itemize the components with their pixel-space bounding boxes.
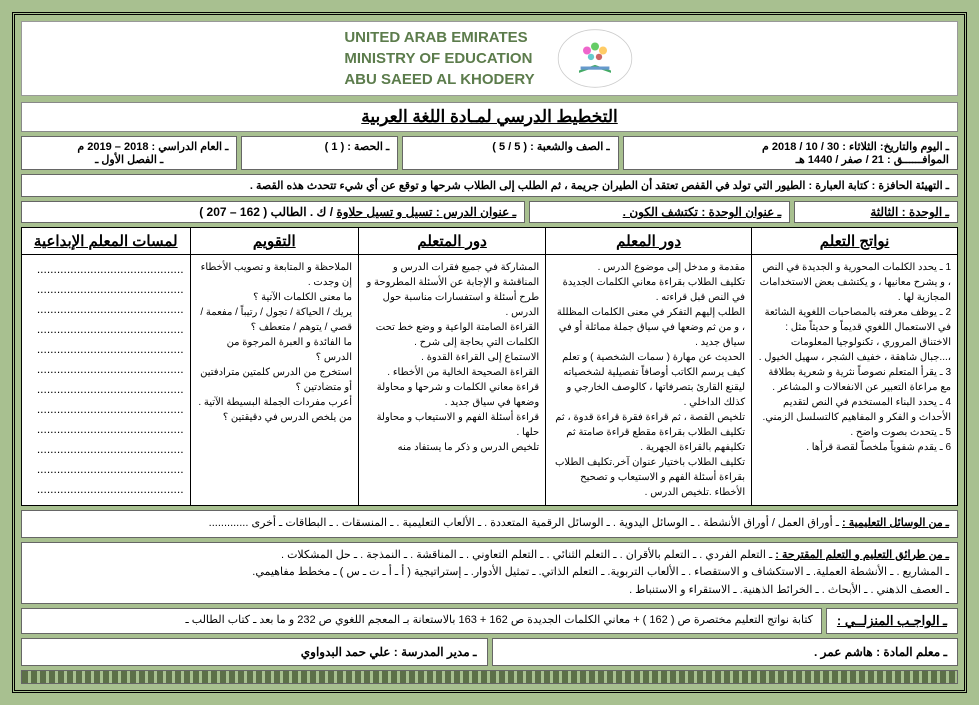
methods-line3: ـ العصف الذهني . ـ الأبحاث . ـ الخرائط ا… [629,584,949,596]
teacher-text: مقدمة و مدخل إلى موضوع الدرس .تكليف الطل… [552,260,745,500]
resources-label: ـ من الوسائل التعليمية : [842,517,949,529]
school-logo [555,26,635,91]
unit-title-text: ـ عنوان الوحدة : تكتشف الكون . [623,205,782,219]
document-title: التخطيط الدرسي لمـادة اللغة العربية [21,102,958,132]
ministry-line3: ABU SAEED AL KHODERY [344,69,534,90]
th-outcomes: نواتج التعلم [752,228,958,255]
lesson-title-text: ـ عنوان الدرس : تسيل و تسيل حلاوة [336,205,516,219]
hijri-text: الموافــــــق : 21 / صفر / 1440 هـ [632,153,949,166]
year-text: ـ العام الدراسي : 2018 – 2019 م [30,140,228,153]
unit-title-box: ـ عنوان الوحدة : تكتشف الكون . [529,201,790,223]
assessment-text: الملاحظة و المتابعة و تصويب الأخطاء إن و… [197,260,352,425]
semester-text: ـ الفصل الأول ـ [30,153,228,166]
lesson-plan-page: UNITED ARAB EMIRATES MINISTRY OF EDUCATI… [12,12,967,693]
homework-row: ـ الواجـب المنزلــي : كتابة نواتج التعلي… [21,608,958,634]
th-assessment: التقويم [190,228,358,255]
homework-label: ـ الواجـب المنزلــي : [826,608,958,634]
year-box: ـ العام الدراسي : 2018 – 2019 م ـ الفصل … [21,136,237,170]
header-banner: UNITED ARAB EMIRATES MINISTRY OF EDUCATI… [21,21,958,96]
info-row-1: ـ اليوم والتاريخ: الثلاثاء : 30 / 10 / 2… [21,136,958,170]
period-box: ـ الحصة : ( 1 ) [241,136,398,170]
homework-text: كتابة نواتج التعليم مختصرة ص ( 162 ) + م… [21,608,822,634]
footer-strip [21,670,958,684]
td-teacher: مقدمة و مدخل إلى موضوع الدرس .تكليف الطل… [546,255,752,506]
methods-block: ـ من طرائق التعليم و التعلم المقترحة : ـ… [21,542,958,605]
methods-line2: ـ المشاريع . ـ الأنشطة العملية. ـ الاستك… [252,566,949,578]
resources-block: ـ من الوسائل التعليمية : ـ أوراق العمل /… [21,510,958,538]
main-table: نواتج التعلم دور المعلم دور المتعلم التق… [21,227,958,506]
class-box: ـ الصف والشعبة : ( 5 / 5 ) [402,136,618,170]
unit-text: ـ الوحدة : الثالثة [870,205,949,219]
date-text: ـ اليوم والتاريخ: الثلاثاء : 30 / 10 / 2… [632,140,949,153]
unit-box: ـ الوحدة : الثالثة [794,201,958,223]
outcomes-text: 1 ـ يحدد الكلمات المحورية و الجديدة في ا… [758,260,951,455]
learner-text: المشاركة في جميع فقرات الدرس و المناقشة … [365,260,539,455]
td-creative: ........................................… [22,255,191,506]
book-ref: / ك . الطالب ( 162 – 207 ) [199,205,333,219]
methods-label: ـ من طرائق التعليم و التعلم المقترحة : [775,549,949,561]
td-assessment: الملاحظة و المتابعة و تصويب الأخطاء إن و… [190,255,358,506]
warmup-row: ـ التهيئة الحافزة : كتابة العبارة : الطي… [21,174,958,197]
td-learner: المشاركة في جميع فقرات الدرس و المناقشة … [359,255,546,506]
methods-line1: ـ التعلم الفردي . ـ التعلم بالأقران . ـ … [281,549,772,561]
ministry-line1: UNITED ARAB EMIRATES [344,27,534,48]
principal-sign: ـ مدير المدرسة : علي حمد البدواوي [21,638,488,666]
th-learner: دور المتعلم [359,228,546,255]
resources-text: ـ أوراق العمل / أوراق الأنشطة . ـ الوسائ… [209,517,839,529]
ministry-text: UNITED ARAB EMIRATES MINISTRY OF EDUCATI… [344,27,534,90]
th-creative: لمسات المعلم الإبداعية [22,228,191,255]
lesson-title-box: ـ عنوان الدرس : تسيل و تسيل حلاوة / ك . … [21,201,525,223]
creative-lines: ........................................… [28,260,184,498]
td-outcomes: 1 ـ يحدد الكلمات المحورية و الجديدة في ا… [752,255,958,506]
signature-row: ـ معلم المادة : هاشم عمر . ـ مدير المدرس… [21,638,958,666]
teacher-sign: ـ معلم المادة : هاشم عمر . [492,638,959,666]
lesson-info-row: ـ الوحدة : الثالثة ـ عنوان الوحدة : تكتش… [21,201,958,223]
date-box: ـ اليوم والتاريخ: الثلاثاء : 30 / 10 / 2… [623,136,958,170]
ministry-line2: MINISTRY OF EDUCATION [344,48,534,69]
th-teacher: دور المعلم [546,228,752,255]
